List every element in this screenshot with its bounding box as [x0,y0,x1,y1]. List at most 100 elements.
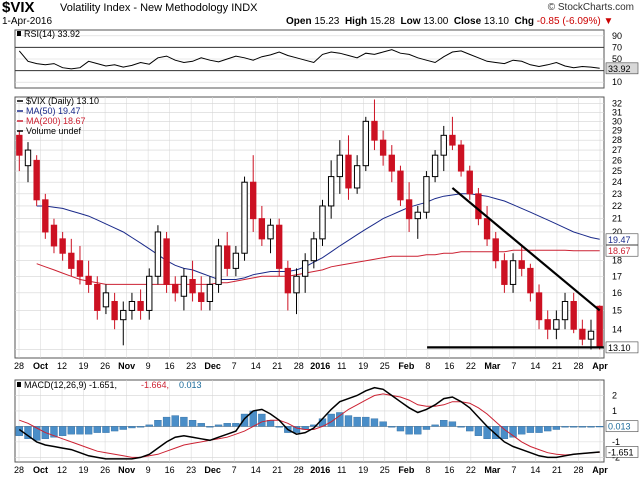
ohlc-readout: Open 15.23 High 15.28 Low 13.00 Close 13… [286,16,613,27]
macd-histogram-bar [509,426,517,438]
ma200-line [36,249,600,285]
candle-up [206,283,214,302]
macd-date-axis-label: 26 [100,465,110,475]
candle-up [561,300,569,321]
change-down-arrow-icon: ▼ [603,16,614,27]
low-value: 13.00 [423,16,449,27]
macd-date-axis-label: 16 [165,465,175,475]
macd-date-axis-label: 12 [57,465,67,475]
macd-date-axis-label: 21 [552,465,562,475]
macd-histogram-bar [136,426,145,428]
close-label: Close [453,16,482,27]
macd-date-axis-label: 19 [358,465,368,475]
candle-up [353,165,361,189]
macd-date-axis-label: Oct [33,465,48,475]
macd-histogram-bar [214,424,223,427]
macd-histogram-bar [171,415,179,427]
macd-date-axis-label: 9 [146,465,151,475]
macd-histogram-bar [32,426,41,441]
price-tick-label: 31 [612,107,622,117]
price-tick-label: 20 [612,227,622,237]
candle-down [345,154,352,189]
candle-down [258,218,266,240]
date-axis-label: 11 [337,361,346,371]
candle-down [405,199,413,220]
macd-histogram-bar [93,426,101,433]
candle-down [137,300,144,311]
date-axis-label: Oct [33,361,48,371]
candle-down [457,144,465,172]
chart-date: 1-Apr-2016 [2,16,53,27]
candle-up [24,149,32,167]
ma50-value-badge: 19.47 [608,235,631,245]
candle-up [120,309,127,321]
macd-histogram-bar [128,426,136,429]
stockcharts-credit: © StockCharts.com [547,2,634,13]
rsi-last-value-badge-box [605,62,639,75]
macd-tick-label: 1 [612,406,617,416]
legend-ma50: MA(50) 19.47 [26,106,81,116]
price-tick-label: 28 [612,135,622,145]
macd-histogram-bar [578,426,587,428]
candle-down [518,260,525,269]
candle-up [215,245,222,285]
macd-histogram-bar [596,426,604,428]
candle-down [284,267,292,294]
price-panel [14,96,605,359]
candle-down [59,238,66,254]
candle-down [596,305,603,348]
macd-histogram-bar [15,426,23,436]
macd-histogram-bar [58,426,67,436]
high-label: High [344,16,368,27]
macd-date-axis-label: Nov [118,465,135,475]
candle-up [319,205,326,240]
macd-histogram-bar [388,426,396,428]
date-axis-label: 28 [573,361,583,371]
macd-date-axis-label: 16 [444,465,454,475]
macd-date-axis-label: 23 [186,465,196,475]
macd-histogram-bar [440,420,448,427]
candle-down [397,170,404,201]
candle-up [293,275,300,294]
macd-histogram-bar [258,413,266,427]
ma200-value-badge: 18.67 [608,246,631,256]
macd-histogram-bar [500,426,509,439]
candle-down [544,319,551,330]
macd-histogram-bar [102,426,110,433]
macd-hist-label: 0.013 [179,380,202,390]
macd-histogram-bar [370,418,379,427]
price-tick-label: 23 [612,189,622,199]
macd-histogram-bar [396,426,405,432]
price-tick-label: 15 [612,305,622,315]
candle-down [198,292,205,302]
legend-volume: Volume undef [26,126,82,136]
candle-up [146,275,153,311]
macd-histogram-bar [344,415,353,427]
price-tick-label: 18 [612,256,622,266]
candle-down [16,134,23,156]
macd-histogram-bar [310,424,318,427]
candle-down [85,275,92,285]
macd-date-axis-label: Mar [484,465,501,475]
macd-histogram-bar [544,426,552,432]
candle-down [483,218,491,240]
candle-down [163,238,170,285]
candle-down [379,139,387,156]
macd-histogram-bar [50,426,58,438]
change-value: -0.85 (-6.09%) [536,16,601,27]
macd-date-axis-label: 11 [337,465,346,475]
price-tick-label: 30 [612,116,622,126]
price-tick-label: 32 [612,99,622,109]
macd-date-axis-label: 28 [14,465,24,475]
price-tick-label: 25 [612,166,622,176]
candle-down [570,300,577,330]
date-axis-label: Apr [592,361,608,371]
macd-histogram-bar [327,413,335,427]
macd-histogram-bar [570,426,578,428]
candle-up [327,176,335,207]
date-axis-label: 26 [100,361,110,371]
macd-date-axis-label: 7 [232,465,237,475]
rsi-tick-label: 90 [612,31,622,41]
macd-date-axis-label: Apr [592,465,608,475]
legend-ma200: MA(200) 18.67 [26,116,86,126]
